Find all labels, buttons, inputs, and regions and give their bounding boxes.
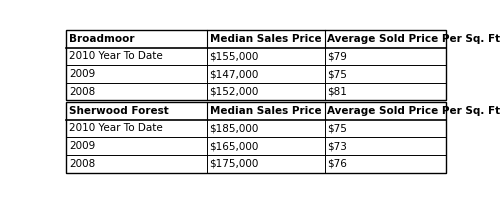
Text: $147,000: $147,000 bbox=[210, 69, 259, 79]
Text: Median Sales Price: Median Sales Price bbox=[210, 106, 321, 116]
Text: $175,000: $175,000 bbox=[210, 159, 259, 169]
Text: $73: $73 bbox=[328, 141, 347, 151]
Text: Broadmoor: Broadmoor bbox=[69, 34, 134, 44]
Text: $75: $75 bbox=[328, 123, 347, 134]
Text: 2009: 2009 bbox=[69, 69, 96, 79]
Bar bbox=[66, 155, 446, 173]
Bar bbox=[66, 65, 446, 83]
Bar bbox=[66, 137, 446, 155]
Text: $155,000: $155,000 bbox=[210, 51, 259, 61]
Bar bbox=[66, 83, 446, 100]
Text: 2008: 2008 bbox=[69, 159, 96, 169]
Text: $76: $76 bbox=[328, 159, 347, 169]
Bar bbox=[66, 102, 446, 173]
Bar bbox=[66, 30, 446, 48]
Text: $152,000: $152,000 bbox=[210, 87, 259, 97]
Bar bbox=[66, 48, 446, 65]
Text: $75: $75 bbox=[328, 69, 347, 79]
Text: $81: $81 bbox=[328, 87, 347, 97]
Bar bbox=[66, 102, 446, 120]
Bar bbox=[66, 120, 446, 137]
Bar bbox=[66, 30, 446, 100]
Text: $165,000: $165,000 bbox=[210, 141, 259, 151]
Text: Average Sold Price Per Sq. Ft.: Average Sold Price Per Sq. Ft. bbox=[328, 34, 500, 44]
Text: Sherwood Forest: Sherwood Forest bbox=[69, 106, 169, 116]
Text: 2010 Year To Date: 2010 Year To Date bbox=[69, 51, 163, 61]
Text: 2009: 2009 bbox=[69, 141, 96, 151]
Text: $79: $79 bbox=[328, 51, 347, 61]
Text: 2010 Year To Date: 2010 Year To Date bbox=[69, 123, 163, 134]
Text: Average Sold Price Per Sq. Ft.: Average Sold Price Per Sq. Ft. bbox=[328, 106, 500, 116]
Text: Median Sales Price: Median Sales Price bbox=[210, 34, 321, 44]
Text: 2008: 2008 bbox=[69, 87, 96, 97]
Text: $185,000: $185,000 bbox=[210, 123, 259, 134]
